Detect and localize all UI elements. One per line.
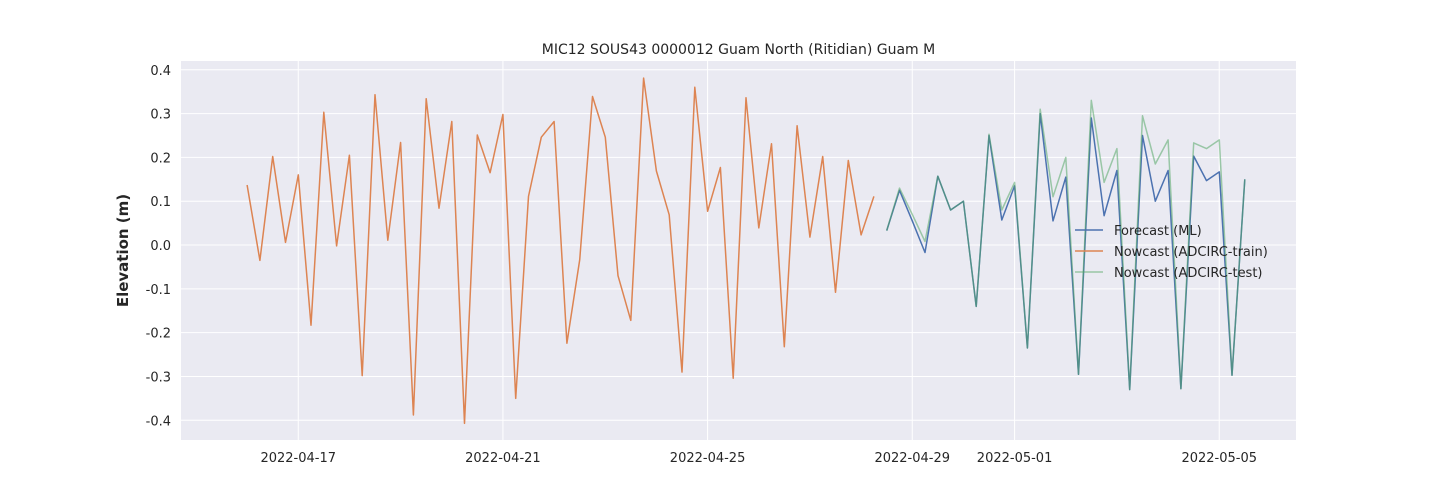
y-tick-label: -0.2 bbox=[146, 327, 171, 342]
x-tick-label: 2022-04-17 bbox=[260, 451, 336, 466]
y-tick-label: 0.4 bbox=[150, 64, 171, 79]
x-tick-label: 2022-05-05 bbox=[1181, 451, 1257, 466]
series-line-2 bbox=[885, 99, 1246, 391]
tick-labels: 2022-04-17 2022-04-21 2022-04-25 2022-04-29… bbox=[146, 64, 1257, 466]
x-tick-label: 2022-04-25 bbox=[670, 451, 746, 466]
x-tick-label: 2022-04-29 bbox=[874, 451, 950, 466]
x-tick-label: 2022-05-01 bbox=[977, 451, 1053, 466]
chart-title: MIC12 SOUS43 0000012 Guam North (Ritidia… bbox=[542, 42, 935, 58]
legend-label-2: Nowcast (ADCIRC-test) bbox=[1114, 266, 1263, 281]
y-tick-label: -0.1 bbox=[146, 283, 171, 298]
legend: Forecast (ML) Nowcast (ADCIRC-train) Nowca… bbox=[1075, 224, 1268, 281]
y-tick-label: -0.3 bbox=[146, 370, 171, 385]
y-tick-label: 0.3 bbox=[150, 108, 171, 123]
series-line-1 bbox=[246, 77, 875, 425]
y-tick-label: -0.4 bbox=[146, 414, 171, 429]
legend-label-1: Nowcast (ADCIRC-train) bbox=[1114, 245, 1268, 260]
y-tick-label: 0.0 bbox=[150, 239, 171, 254]
x-tick-label: 2022-04-21 bbox=[465, 451, 541, 466]
y-tick-label: 0.1 bbox=[150, 195, 171, 210]
y-tick-label: 0.2 bbox=[150, 151, 171, 166]
gridlines bbox=[181, 61, 1296, 440]
legend-label-0: Forecast (ML) bbox=[1114, 224, 1202, 239]
series-layer bbox=[246, 77, 1246, 425]
y-axis-title: Elevation (m) bbox=[114, 194, 132, 307]
